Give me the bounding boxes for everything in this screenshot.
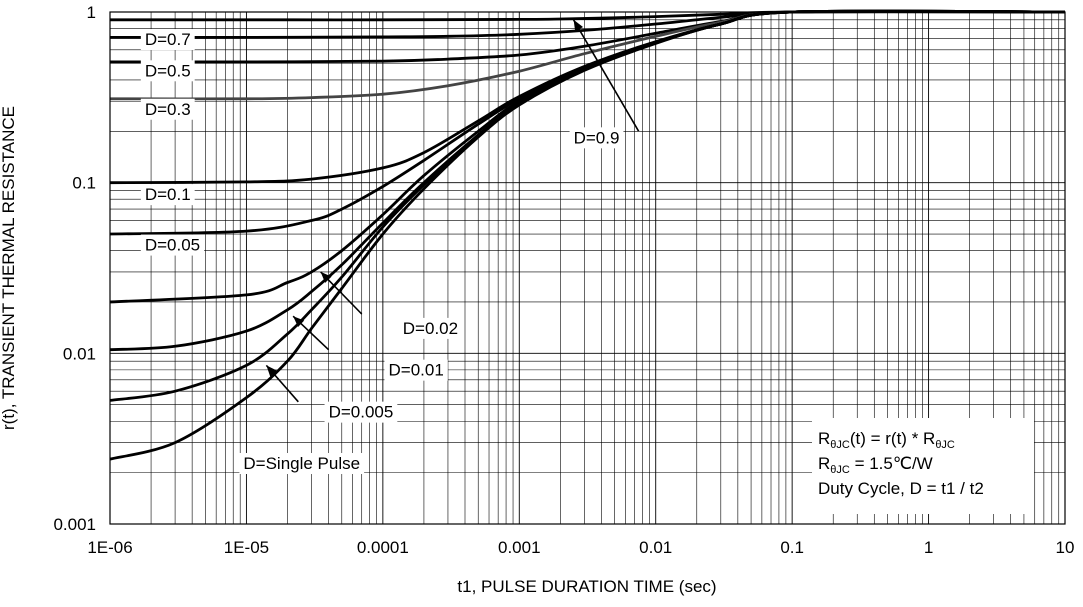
curve-labels: D=0.9 D=0.7 D=0.5 D=0.3 D=0.1 D=0.05 D=0.02 D=0… bbox=[140, 29, 624, 475]
label-background bbox=[140, 60, 195, 82]
arrow-d-0-01 bbox=[292, 315, 330, 351]
label-background bbox=[140, 184, 195, 206]
label-d-single-pulse: D=Single Pulse bbox=[239, 453, 365, 475]
y-tick-label: 0.1 bbox=[72, 174, 96, 193]
label-background bbox=[140, 29, 195, 51]
annotation-line-3: Duty Cycle, D = t1 / t2 bbox=[818, 479, 984, 498]
label-background bbox=[398, 317, 463, 339]
x-axis-label: t1, PULSE DURATION TIME (sec) bbox=[457, 577, 716, 596]
x-tick-label: 0.1 bbox=[780, 538, 804, 557]
pointer-arrows bbox=[265, 19, 640, 403]
label-d-0-7: D=0.7 bbox=[140, 29, 195, 51]
label-background bbox=[324, 401, 398, 423]
x-tick-label: 0.01 bbox=[639, 538, 672, 557]
label-text: D=Single Pulse bbox=[243, 454, 360, 473]
label-text: D=0.1 bbox=[145, 185, 191, 204]
arrow-head bbox=[573, 19, 584, 32]
label-d-0-5: D=0.5 bbox=[140, 60, 195, 82]
label-d-0-3: D=0.3 bbox=[140, 98, 195, 120]
label-text: D=0.05 bbox=[145, 236, 200, 255]
label-text: D=0.02 bbox=[403, 319, 458, 338]
label-d-0-005: D=0.005 bbox=[324, 401, 398, 423]
x-tick-label: 1E-05 bbox=[224, 538, 269, 557]
label-background bbox=[140, 234, 205, 256]
arrow-head bbox=[266, 365, 278, 377]
x-tick-label: 1E-06 bbox=[87, 538, 132, 557]
label-text: D=0.01 bbox=[389, 361, 444, 380]
arrow-d-0-9 bbox=[572, 19, 640, 132]
plot-frame bbox=[109, 11, 1066, 525]
y-tick-label: 1 bbox=[87, 3, 96, 22]
label-text: D=0.005 bbox=[329, 403, 394, 422]
y-tick-label: 0.001 bbox=[53, 515, 96, 534]
label-text: D=0.5 bbox=[145, 61, 191, 80]
curve-d-single-pulse bbox=[109, 9, 1066, 461]
x-tick-label: 0.001 bbox=[498, 538, 541, 557]
annotation-line-2: RθJC = 1.5℃/W bbox=[818, 454, 933, 476]
annotation-box: RθJC(t) = r(t) * RθJC RθJC = 1.5℃/W Duty… bbox=[812, 418, 1034, 514]
x-tick-label: 10 bbox=[1056, 538, 1075, 557]
label-d-0-1: D=0.1 bbox=[140, 184, 195, 206]
label-background bbox=[569, 127, 624, 149]
tick-labels: 1E-06 1E-05 0.0001 0.001 0.01 0.1 1 10 0.001 0.01… bbox=[53, 3, 1074, 557]
arrow-d-0-02 bbox=[320, 271, 363, 315]
arrow-head bbox=[293, 316, 305, 328]
label-d-0-9: D=0.9 bbox=[569, 127, 624, 149]
arrow-shaft bbox=[572, 19, 640, 132]
label-text: D=0.9 bbox=[574, 128, 620, 147]
y-axis-label: r(t), TRANSIENT THERMAL RESISTANCE bbox=[0, 106, 18, 430]
annotation-line-1: RθJC(t) = r(t) * RθJC bbox=[818, 429, 955, 451]
y-tick-label: 0.01 bbox=[63, 344, 96, 363]
x-tick-label: 0.0001 bbox=[357, 538, 409, 557]
label-d-0-01: D=0.01 bbox=[384, 359, 448, 381]
arrow-head bbox=[320, 271, 332, 283]
label-background bbox=[140, 98, 195, 120]
label-d-0-05: D=0.05 bbox=[140, 234, 205, 256]
label-text: D=0.3 bbox=[145, 100, 191, 119]
x-tick-label: 1 bbox=[924, 538, 933, 557]
label-d-0-02: D=0.02 bbox=[398, 317, 463, 339]
arrow-d-0-005 bbox=[265, 364, 299, 403]
label-background bbox=[239, 453, 365, 475]
label-text: D=0.7 bbox=[145, 30, 191, 49]
label-background bbox=[384, 359, 448, 381]
